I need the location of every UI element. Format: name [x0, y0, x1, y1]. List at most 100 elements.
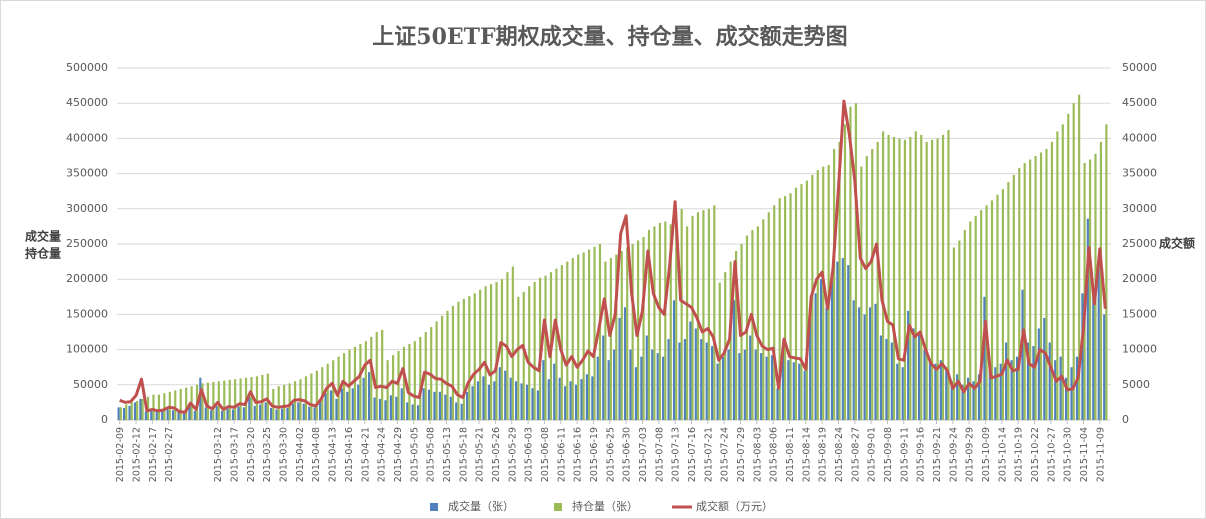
bar [357, 384, 360, 420]
x-tick-label: 2015-09-29 [965, 427, 976, 482]
bar [221, 410, 224, 420]
bar [408, 343, 411, 420]
bar [215, 405, 218, 420]
bar [675, 212, 678, 420]
bar [473, 293, 476, 420]
x-tick-label: 2015-04-13 [328, 427, 339, 482]
bar [596, 356, 599, 420]
bar [161, 410, 164, 420]
y2-axis-label: 成交额 [1159, 236, 1195, 251]
bar [1048, 342, 1051, 420]
bar [520, 383, 523, 420]
bar [1075, 356, 1079, 420]
bar [727, 349, 730, 420]
bar [326, 363, 329, 420]
bar [580, 379, 583, 420]
bar [629, 349, 632, 420]
bar [155, 411, 158, 420]
x-tick-label: 2015-07-08 [654, 427, 665, 482]
bar [669, 224, 672, 420]
bar [754, 349, 757, 420]
x-tick-label: 2015-03-25 [262, 427, 273, 482]
bar [762, 219, 765, 420]
bar [1050, 141, 1054, 421]
bar [749, 335, 752, 420]
x-tick-label: 2015-07-24 [720, 427, 731, 482]
bar [288, 383, 291, 420]
bar [664, 221, 667, 420]
bar [351, 388, 354, 420]
bar [182, 412, 186, 420]
bar [566, 261, 569, 420]
bar [1015, 356, 1019, 420]
bar [909, 136, 912, 420]
bar [168, 391, 171, 420]
x-tick-label: 2015-08-06 [769, 427, 780, 482]
x-tick-label: 2015-09-11 [899, 427, 910, 482]
bar [607, 360, 610, 420]
bar [700, 339, 703, 420]
bar [536, 390, 539, 420]
bar [879, 335, 883, 420]
bar [923, 349, 926, 420]
bar [667, 339, 670, 420]
bar [542, 360, 545, 420]
y-tick-label: 50000 [73, 378, 108, 391]
bar [1005, 342, 1008, 420]
bar [887, 134, 890, 420]
bar [836, 261, 839, 420]
bar [735, 251, 738, 420]
bar [381, 329, 384, 420]
bar [146, 396, 150, 420]
bar [391, 355, 395, 420]
bar [1086, 218, 1089, 420]
bar [931, 139, 934, 421]
bar [201, 383, 204, 420]
bar [760, 353, 763, 420]
x-tick-label: 2015-05-26 [491, 427, 502, 482]
bar [1054, 360, 1057, 420]
x-tick-label: 2015-05-08 [426, 427, 437, 482]
bar [770, 355, 774, 420]
bar [585, 374, 588, 420]
y2-tick-label: 0 [1122, 413, 1129, 426]
bar [751, 229, 754, 420]
y-tick-label: 0 [101, 413, 108, 426]
bar [838, 141, 841, 421]
bar [504, 370, 507, 420]
bar [896, 363, 899, 420]
bar [500, 279, 504, 420]
bar [858, 307, 861, 420]
bar [231, 409, 235, 420]
bar [819, 279, 823, 420]
y-axis-label: 持仓量 [25, 246, 61, 261]
bar [602, 335, 605, 420]
bar [1078, 94, 1081, 420]
bar [1092, 293, 1095, 420]
bar [315, 370, 318, 420]
bar [1043, 317, 1046, 420]
bar [119, 407, 122, 420]
bar [662, 356, 665, 420]
bar [291, 403, 294, 420]
bar [1081, 293, 1084, 420]
bar [204, 407, 207, 420]
y-tick-label: 450000 [66, 96, 108, 109]
bar [874, 303, 877, 420]
bar [1037, 328, 1040, 420]
bar [1056, 131, 1059, 421]
bar [553, 363, 556, 420]
bar [335, 398, 338, 420]
bar [1045, 148, 1048, 420]
bar [451, 305, 455, 420]
y2-tick-label: 30000 [1122, 202, 1157, 215]
x-tick-label: 2015-09-08 [883, 427, 894, 482]
bar [1064, 377, 1068, 420]
bar [193, 410, 196, 420]
bar [1103, 314, 1106, 420]
bar [206, 382, 210, 420]
y-tick-label: 500000 [66, 61, 108, 74]
bar [280, 408, 284, 420]
